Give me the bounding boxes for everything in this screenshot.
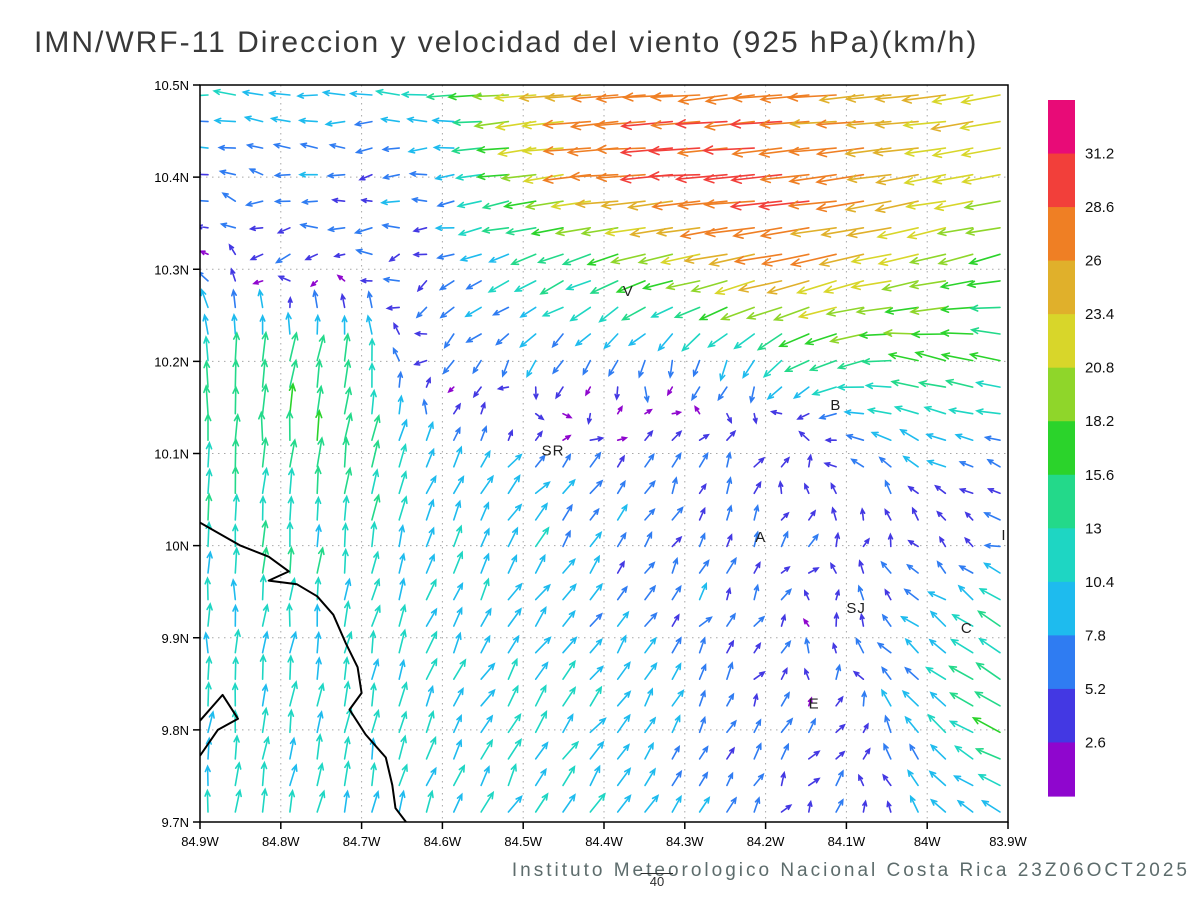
svg-text:84.8W: 84.8W [262, 834, 300, 849]
svg-text:10.1N: 10.1N [154, 447, 189, 462]
svg-text:B: B [830, 397, 841, 414]
svg-text:23.4: 23.4 [1085, 306, 1114, 323]
svg-text:13: 13 [1085, 520, 1102, 537]
svg-text:18.2: 18.2 [1085, 413, 1114, 430]
station-labels: V B SR A SJ C E I [542, 283, 1006, 713]
svg-text:5.2: 5.2 [1085, 681, 1106, 698]
svg-text:10N: 10N [165, 539, 189, 554]
svg-text:10.2N: 10.2N [154, 354, 189, 369]
svg-text:84.6W: 84.6W [424, 834, 462, 849]
svg-text:SJ: SJ [846, 600, 866, 617]
svg-text:I: I [1001, 527, 1006, 544]
svg-text:84W: 84W [914, 834, 941, 849]
svg-text:10.4N: 10.4N [154, 170, 189, 185]
svg-text:10.4: 10.4 [1085, 574, 1114, 591]
svg-text:84.7W: 84.7W [343, 834, 381, 849]
svg-text:84.1W: 84.1W [828, 834, 866, 849]
svg-text:20.8: 20.8 [1085, 360, 1114, 377]
svg-text:2.6: 2.6 [1085, 734, 1106, 751]
coastline [200, 521, 407, 822]
svg-text:10.5N: 10.5N [154, 78, 189, 93]
chart-title: IMN/WRF-11 Direccion y velocidad del vie… [34, 26, 979, 59]
svg-text:A: A [755, 529, 766, 546]
svg-text:26: 26 [1085, 253, 1102, 270]
svg-text:31.2: 31.2 [1085, 146, 1114, 163]
svg-text:10.3N: 10.3N [154, 262, 189, 277]
svg-text:84.2W: 84.2W [747, 834, 785, 849]
svg-text:7.8: 7.8 [1085, 627, 1106, 644]
svg-text:84.4W: 84.4W [585, 834, 623, 849]
colorbar: 31.2 28.6 26 23.4 20.8 18.2 15.6 13 10.4 7.8 5.2 2.… [1048, 100, 1114, 797]
axis-labels: 84.9W 84.8W 84.7W 84.6W 84.5W 84.4W 84.3W 84.2W… [154, 78, 1027, 849]
svg-text:83.9W: 83.9W [989, 834, 1027, 849]
svg-text:84.5W: 84.5W [504, 834, 542, 849]
svg-text:84.3W: 84.3W [666, 834, 704, 849]
svg-text:9.9N: 9.9N [162, 631, 189, 646]
grid-marker-label: 40 [641, 873, 673, 889]
svg-text:C: C [961, 620, 973, 637]
svg-text:28.6: 28.6 [1085, 199, 1114, 216]
svg-text:E: E [809, 696, 820, 713]
credit-text: Instituto Meteorologico Nacional Costa R… [511, 860, 1190, 881]
wind-arrows [200, 88, 1001, 813]
svg-text:V: V [623, 283, 634, 300]
svg-text:9.7N: 9.7N [162, 815, 189, 830]
svg-text:84.9W: 84.9W [181, 834, 219, 849]
svg-text:15.6: 15.6 [1085, 467, 1114, 484]
svg-text:SR: SR [542, 442, 565, 459]
svg-text:9.8N: 9.8N [162, 723, 189, 738]
